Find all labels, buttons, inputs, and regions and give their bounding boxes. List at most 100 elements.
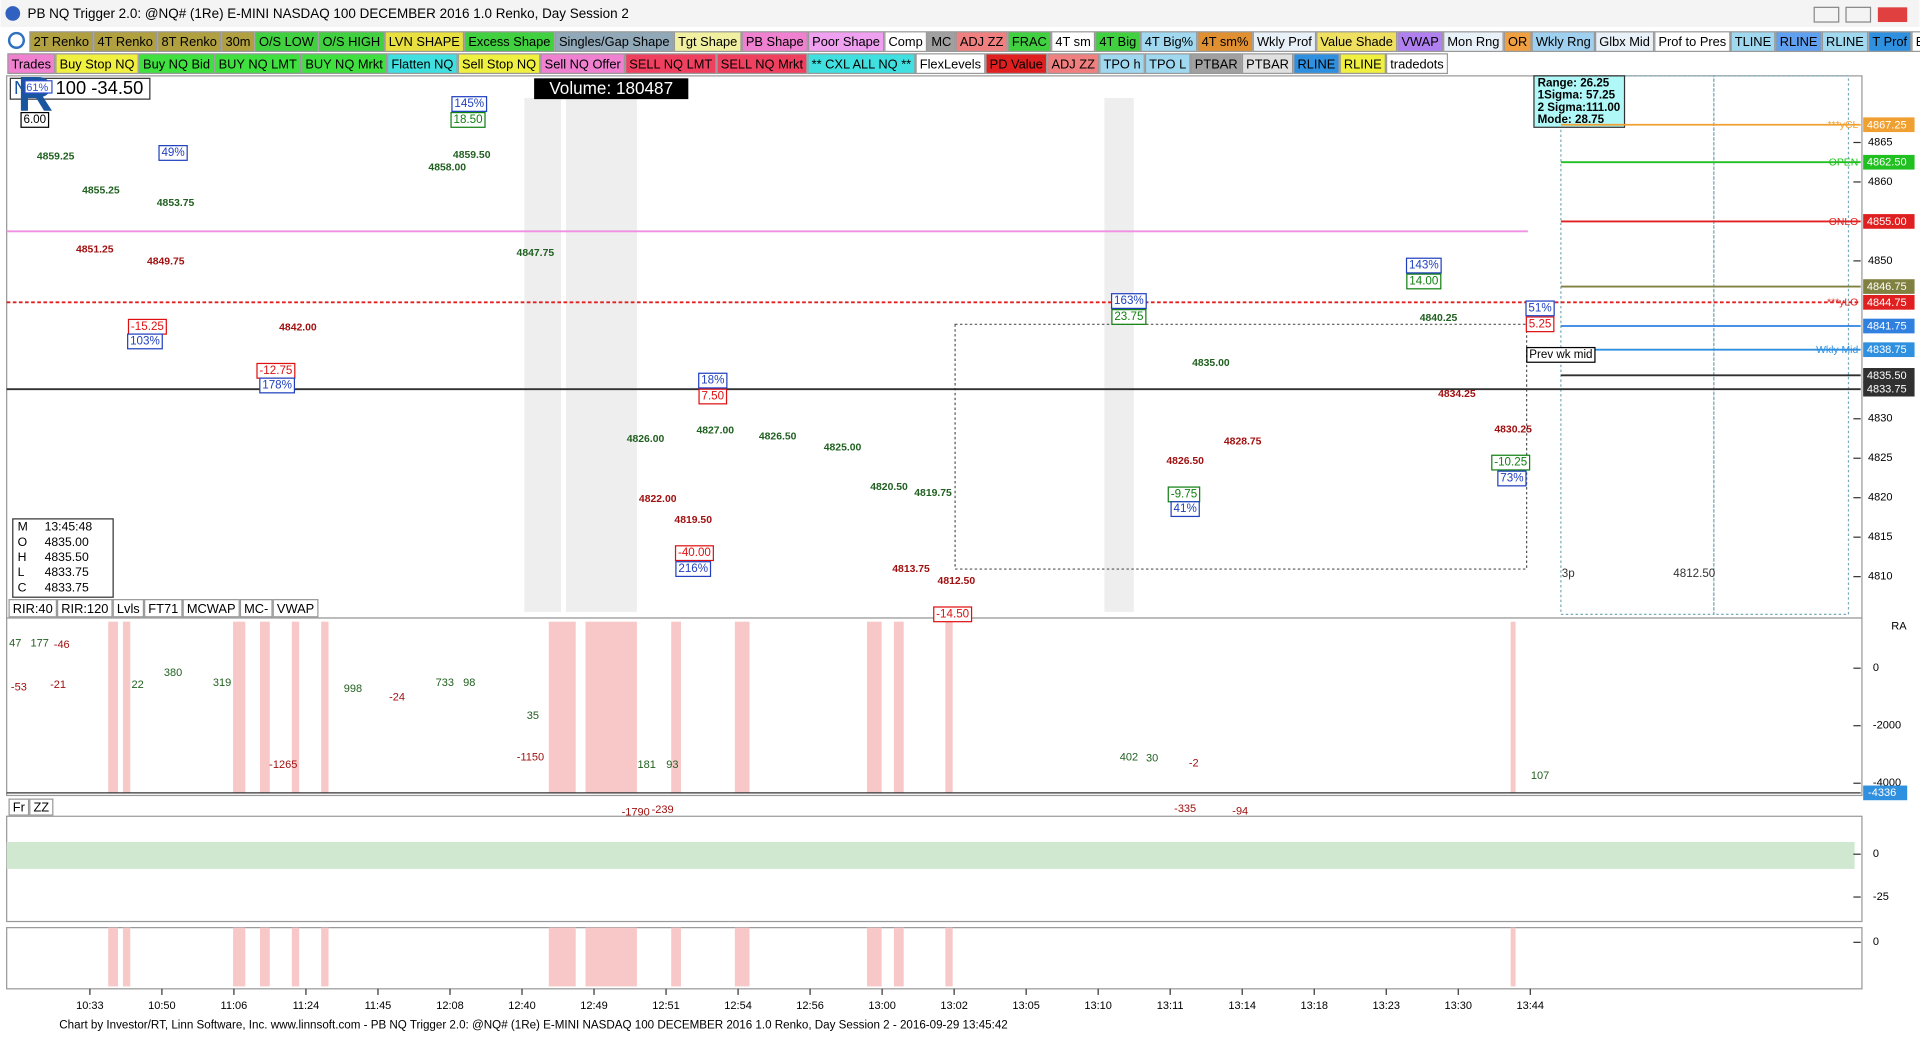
toolbar-button[interactable] [272,599,319,618]
toolbar-button[interactable] [1051,31,1096,53]
toolbar-button[interactable] [29,798,54,816]
toolbar-button[interactable] [1095,31,1141,53]
toolbar-button[interactable] [1775,31,1822,53]
toolbar-button[interactable] [8,599,58,618]
toolbar-button[interactable] [384,31,465,53]
button-label: Buy NQ Bid [143,56,210,71]
toolbar-button[interactable] [741,31,808,53]
toolbar-button[interactable] [1047,53,1100,75]
toolbar-button[interactable] [57,599,113,618]
toolbar-button[interactable] [93,31,158,53]
toolbar-button[interactable] [985,53,1048,75]
toolbar-button[interactable] [1339,53,1386,75]
price-tick-label: 4815 [1868,531,1892,543]
level-label: 4841.75 [1867,321,1907,333]
toolbar-button[interactable] [1397,31,1444,53]
toolbar-button[interactable] [807,31,885,53]
toolbar-button[interactable] [457,53,541,75]
shade [1104,97,1134,612]
event-band [122,621,131,794]
toolbar-button[interactable] [1911,31,1920,53]
toolbar-button[interactable] [1099,53,1145,75]
button-label: Comp [889,34,923,49]
indicator-label: 177 [31,638,49,650]
toolbar-button[interactable] [807,53,916,75]
button-label: 4T sm% [1202,34,1249,49]
annotation-box [450,111,486,128]
toolbar-button[interactable] [554,31,674,53]
toolbar-button[interactable] [1007,31,1052,53]
toolbar-button[interactable] [1316,31,1398,53]
annotation: -12.75 [259,364,292,377]
toolbar-button[interactable] [1293,53,1340,75]
button-label: 4T Renko [98,34,153,49]
close[interactable] [1877,7,1908,23]
toolbar-button[interactable] [716,53,808,75]
toolbar-button[interactable] [29,31,94,53]
toolbar-button[interactable] [927,31,956,53]
window-controls[interactable] [1813,6,1908,23]
toolbar-button[interactable] [138,53,215,75]
toolbar-button[interactable] [673,31,742,53]
toolbar-button[interactable] [55,53,139,75]
toolbar-button[interactable] [1140,31,1198,53]
indicator-label: 35 [527,710,539,722]
button-label: Sell NQ Offer [545,56,622,71]
event-band [1510,927,1516,987]
toolbar-button[interactable] [1252,31,1317,53]
toolbar-button[interactable] [1197,31,1253,53]
toolbar-button[interactable] [1654,31,1731,53]
panel-tick-label: 0 [1873,936,1879,948]
annotation: 4842.00 [279,323,317,334]
toolbar-button[interactable] [1821,31,1869,53]
toolbar-button[interactable] [221,31,255,53]
toolbar-button[interactable] [884,31,928,53]
toolbar-button[interactable] [1241,53,1294,75]
toolbar-button[interactable] [7,53,56,75]
annotation: 143% [1409,259,1439,272]
level-tag-bg [1863,381,1915,397]
toolbar-button[interactable] [540,53,626,75]
toolbar-button[interactable] [239,599,273,618]
toolbar-button[interactable] [144,599,183,618]
price-tick-label: 4860 [1868,176,1892,188]
app-icon [5,6,21,21]
indicator-label: -24 [389,691,405,703]
toolbar-button[interactable] [915,53,986,75]
toolbar-button[interactable] [182,599,240,618]
toolbar-button[interactable] [1443,31,1504,53]
annotation-box [1110,293,1147,310]
toolbar-button[interactable] [318,31,385,53]
refresh-icon[interactable] [7,31,26,49]
toolbar-button[interactable] [1595,31,1655,53]
toolbar-button[interactable] [1144,53,1191,75]
toolbar-button[interactable] [464,31,555,53]
toolbar-button[interactable] [8,798,30,816]
toolbar-button[interactable] [387,53,458,75]
button-label: 8T Renko [162,34,217,49]
toolbar-button[interactable] [214,53,302,75]
toolbar-button[interactable] [112,599,145,618]
toolbar-button[interactable] [1190,53,1242,75]
toolbar-button[interactable] [254,31,319,53]
time-label: 12:40 [508,1000,536,1012]
toolbar-button[interactable] [1503,31,1532,53]
button-label: RLINE [1826,34,1864,49]
level-tag-bg [1863,294,1915,310]
toolbar-button[interactable] [301,53,388,75]
toolbar-button[interactable] [955,31,1008,53]
annotation-box [1525,300,1555,317]
minimize[interactable] [1813,6,1840,23]
toolbar-button[interactable] [157,31,222,53]
maximize[interactable] [1845,6,1872,23]
toolbar-button[interactable] [1531,31,1596,53]
time-label: 13:14 [1228,1000,1256,1012]
toolbar-button[interactable] [1730,31,1776,53]
toolbar-button[interactable] [625,53,717,75]
indicator-label: 47 [9,638,21,650]
event-band [548,927,576,987]
toolbar-button[interactable] [1868,31,1912,53]
toolbar-button[interactable] [1385,53,1449,75]
indicator-label: 998 [344,683,362,695]
